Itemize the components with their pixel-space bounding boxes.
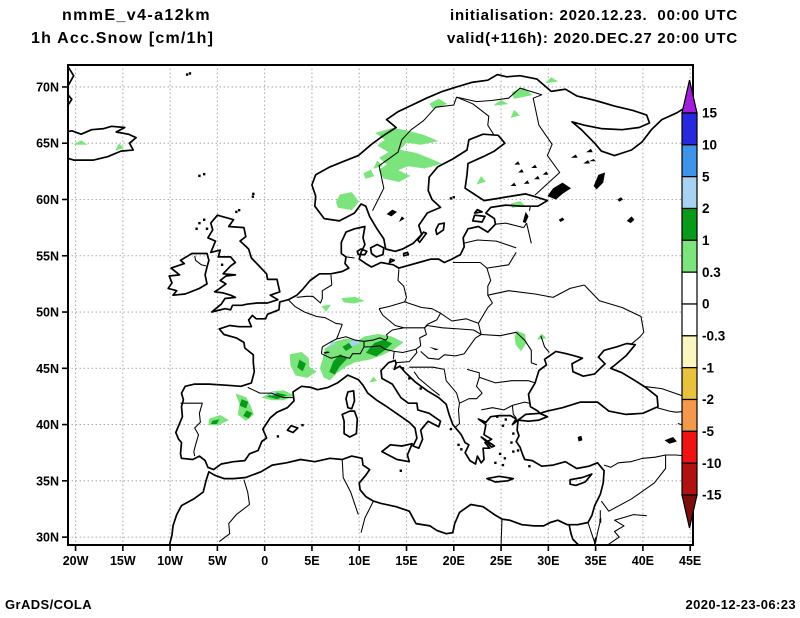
colorbar-label: -2 — [702, 392, 714, 407]
snow-patch-murmansk-coast — [544, 77, 559, 84]
colorbar-arrow-top — [681, 79, 698, 114]
snow-patch-iceland-east — [115, 143, 124, 151]
colorbar-segment — [681, 176, 698, 210]
colorbar: 15 10 5 2 1 0.3 0 -0.3 -1 -2 -5 -10 -15 — [681, 79, 726, 529]
snow-patch-alps-high-2 — [328, 340, 336, 347]
y-tick-label: 40N — [36, 418, 59, 432]
country-borders — [180, 87, 693, 545]
y-tick-label: 50N — [36, 306, 59, 320]
y-tick-label: 30N — [36, 531, 59, 545]
y-tick-label: 60N — [36, 193, 59, 207]
colorbar-label: 15 — [702, 106, 718, 121]
colorbar-label: 10 — [702, 138, 717, 153]
colorbar-label: 1 — [702, 233, 710, 248]
snow-patch-apennines — [369, 376, 378, 383]
x-tick-label: 10E — [348, 554, 370, 568]
initialisation-label: initialisation: 2020.12.23. 00:00 UTC — [449, 7, 738, 24]
snow-patch-lapland-1 — [429, 98, 448, 109]
snow-patch-iceland-central — [74, 140, 88, 145]
snow-patch-moldova — [514, 330, 527, 352]
colorbar-arrow-bottom — [681, 494, 698, 529]
snow-patch-norway-inland-2 — [373, 160, 383, 169]
snow-patch-southern-norway — [335, 192, 359, 211]
colorbar-segment — [681, 303, 698, 337]
snow-patch-norway-inland-1 — [363, 169, 375, 179]
y-tick-label: 70N — [36, 80, 59, 94]
snow-patch-central-scandinavia — [375, 128, 442, 183]
snow-patch-lapland-inner — [510, 109, 520, 119]
x-tick-label: 30E — [537, 554, 559, 568]
x-tick-label: 45E — [679, 554, 701, 568]
colorbar-label: -15 — [702, 488, 722, 503]
y-tick-label: 35N — [36, 474, 59, 488]
colorbar-label: 0.3 — [702, 265, 721, 280]
colorbar-segment — [681, 462, 698, 496]
valid-label: valid(+116h): 2020.DEC.27 20:00 UTC — [446, 30, 738, 47]
variable-title: 1h Acc.Snow [cm/1h] — [31, 30, 215, 47]
x-tick-label: 5W — [208, 554, 227, 568]
x-tick-label: 10W — [157, 554, 183, 568]
y-tick-label: 65N — [36, 137, 59, 151]
model-title: nmmE_v4-a12km — [62, 7, 211, 24]
colorbar-label: -0.3 — [702, 329, 726, 344]
x-tick-label: 20W — [63, 554, 89, 568]
colorbar-segment — [681, 239, 698, 273]
snow-patch-lapland-2 — [494, 99, 509, 106]
snow-patch-sistema-central-core — [210, 419, 220, 424]
colorbar-segment — [681, 430, 698, 464]
x-tick-label: 0 — [261, 554, 268, 568]
snow-shading — [74, 77, 559, 426]
colorbar-segment — [681, 398, 698, 432]
snow-patch-finland-southwest — [476, 176, 486, 185]
graticule — [67, 64, 694, 546]
coastlines — [68, 65, 693, 545]
snow-patch-alps-west-core — [329, 354, 348, 375]
x-tick-label: 5E — [304, 554, 319, 568]
x-tick-label: 15W — [110, 554, 136, 568]
colorbar-segment — [681, 271, 698, 305]
colorbar-label: 5 — [702, 169, 710, 184]
axes: 70N 65N 60N 55N 50N 45N 40N 35N 30N 20W 15W 10W 5W 0 5… — [36, 64, 701, 568]
colorbar-label: -5 — [702, 424, 714, 439]
x-tick-label: 25E — [490, 554, 512, 568]
y-tick-label: 55N — [36, 249, 59, 263]
snow-patch-germany-west — [321, 304, 331, 312]
creation-timestamp: 2020-12-23-06:23 — [685, 597, 796, 612]
colorbar-label: 2 — [702, 201, 710, 216]
colorbar-segment — [681, 335, 698, 369]
colorbar-label: 0 — [702, 297, 710, 312]
grads-credit: GrADS/COLA — [5, 597, 93, 612]
colorbar-segment — [681, 207, 698, 241]
colorbar-segment — [681, 367, 698, 401]
y-tick-label: 45N — [36, 362, 59, 376]
x-tick-label: 40E — [632, 554, 654, 568]
colorbar-label: -1 — [702, 360, 714, 375]
x-tick-label: 20E — [443, 554, 465, 568]
colorbar-label: -10 — [702, 456, 722, 471]
x-tick-label: 35E — [584, 554, 606, 568]
snow-patch-iberian-core-2 — [243, 410, 253, 419]
x-tick-label: 15E — [395, 554, 417, 568]
colorbar-segment — [681, 112, 698, 146]
colorbar-segment — [681, 144, 698, 178]
snow-patch-alps-east-core — [365, 339, 393, 357]
snow-patch-germany-central — [341, 296, 365, 304]
snow-patch-lapland-3 — [511, 87, 533, 99]
snow-patch-alps-central-core — [342, 342, 353, 351]
snow-patch-iberian-core-1 — [239, 399, 249, 409]
snow-patch-massif-central-core — [297, 359, 306, 372]
